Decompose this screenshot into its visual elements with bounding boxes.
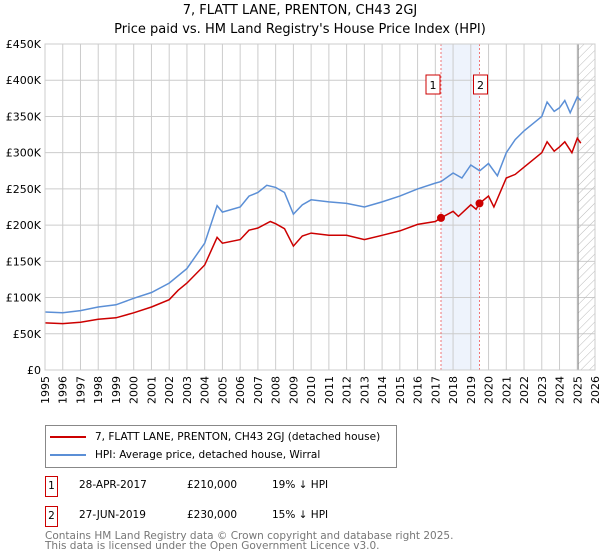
x-tick-label: 2019 xyxy=(465,376,478,404)
y-tick-label: £300K xyxy=(6,147,42,160)
x-tick-label: 2017 xyxy=(429,376,442,404)
legend-label: HPI: Average price, detached house, Wirr… xyxy=(95,449,321,461)
forecast-hatch xyxy=(578,44,595,370)
property-line xyxy=(44,136,582,325)
x-tick-label: 2012 xyxy=(341,376,354,404)
y-tick-label: £100K xyxy=(6,292,42,305)
x-tick-label: 1995 xyxy=(39,376,52,404)
x-tick-label: 2020 xyxy=(483,376,496,404)
transaction-date: 28-APR-2017 xyxy=(79,479,147,491)
x-tick-label: 1996 xyxy=(57,376,70,404)
price-chart: £0 £50K £100K £150K £200K £250K £300K £350K £400… xyxy=(6,38,600,404)
transaction-badge: 1 xyxy=(45,476,58,497)
x-tick-label: 2001 xyxy=(145,376,158,404)
legend-item-property: 7, FLATT LANE, PRENTON, CH43 2GJ (detach… xyxy=(50,431,380,443)
x-tick-label: 2011 xyxy=(323,376,336,404)
sale-badge-label: 1 xyxy=(430,79,437,92)
y-tick-label: £50K xyxy=(13,328,42,341)
y-tick-label: £0 xyxy=(27,364,41,377)
plot-border xyxy=(44,43,596,371)
x-tick-label: 1997 xyxy=(74,376,87,404)
legend-swatch-blue xyxy=(50,454,86,456)
x-tick-label: 2021 xyxy=(500,376,513,404)
hpi-line xyxy=(44,95,582,314)
x-tick-label: 2025 xyxy=(571,376,584,404)
transaction-hpi: 15% ↓ HPI xyxy=(272,509,329,521)
x-tick-label: 2018 xyxy=(447,376,460,404)
transaction-hpi: 19% ↓ HPI xyxy=(272,479,329,491)
x-tick-label: 1998 xyxy=(92,376,105,404)
x-tick-label: 2022 xyxy=(518,376,531,404)
sale-badge-label: 2 xyxy=(477,79,484,92)
x-tick-label: 2007 xyxy=(252,376,265,404)
footer: Contains HM Land Registry data © Crown c… xyxy=(45,530,454,552)
x-tick-label: 2026 xyxy=(589,376,600,404)
x-tick-label: 2014 xyxy=(376,376,389,404)
y-tick-label: £200K xyxy=(6,219,42,232)
y-tick-label: £250K xyxy=(6,183,42,196)
x-tick-label: 2008 xyxy=(270,376,283,404)
x-tick-label: 2002 xyxy=(163,376,176,404)
x-tick-label: 2004 xyxy=(199,376,212,404)
legend-item-hpi: HPI: Average price, detached house, Wirr… xyxy=(50,449,320,461)
footer-copyright: Contains HM Land Registry data © Crown c… xyxy=(45,530,454,542)
x-tick-label: 2024 xyxy=(554,376,567,404)
x-tick-label: 1999 xyxy=(110,376,123,404)
chart-title: 7, FLATT LANE, PRENTON, CH43 2GJ xyxy=(182,3,418,18)
y-tick-label: £400K xyxy=(6,74,42,87)
transaction-badge: 2 xyxy=(45,506,58,527)
x-tick-label: 2016 xyxy=(412,376,425,404)
y-tick-label: £350K xyxy=(6,110,42,123)
footer-licence: This data is licensed under the Open Gov… xyxy=(45,540,380,552)
x-tick-label: 2003 xyxy=(181,376,194,404)
sale-point xyxy=(475,199,484,208)
x-tick-label: 2006 xyxy=(234,376,247,404)
transaction-price: £230,000 xyxy=(187,509,238,521)
transaction-date: 27-JUN-2019 xyxy=(79,509,146,521)
legend-swatch-red xyxy=(50,436,86,438)
x-tick-label: 2013 xyxy=(358,376,371,404)
x-tick-label: 2009 xyxy=(287,376,300,404)
x-tick-label: 2000 xyxy=(128,376,141,404)
sale-badge-box xyxy=(473,74,488,95)
legend-label: 7, FLATT LANE, PRENTON, CH43 2GJ (detach… xyxy=(95,431,381,443)
legend: 7, FLATT LANE, PRENTON, CH43 2GJ (detach… xyxy=(45,425,397,468)
sale-point xyxy=(437,213,445,222)
sale-badge-box xyxy=(425,74,441,95)
x-tick-label: 2023 xyxy=(536,376,549,404)
x-tick-label: 2010 xyxy=(305,376,318,404)
y-tick-label: £150K xyxy=(6,255,42,268)
x-tick-label: 2015 xyxy=(394,376,407,404)
x-tick-label: 2005 xyxy=(216,376,229,404)
transaction-price: £210,000 xyxy=(187,479,238,491)
y-tick-label: £450K xyxy=(6,38,42,51)
chart-subtitle: Price paid vs. HM Land Registry's House … xyxy=(114,22,486,37)
